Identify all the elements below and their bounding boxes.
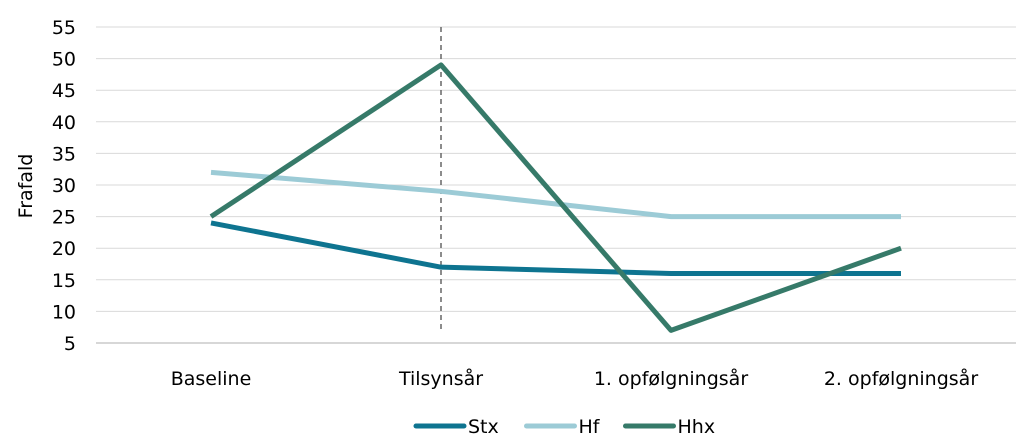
legend-label-stx: Stx	[468, 416, 499, 436]
y-tick-label: 5	[64, 333, 76, 355]
y-tick-label: 25	[52, 207, 76, 229]
y-tick-label: 50	[52, 49, 76, 71]
x-tick-label: Baseline	[171, 368, 252, 390]
y-tick-label: 30	[52, 175, 76, 197]
series-line-hhx	[209, 62, 902, 333]
y-axis-title: Frafald	[15, 154, 37, 219]
y-tick-label: 40	[52, 112, 76, 134]
series-line-stx	[210, 220, 901, 276]
series-line-hf	[210, 169, 901, 220]
x-tick-labels: Baseline Tilsynsår 1. opfølgningsår 2. opfø…	[171, 367, 979, 390]
legend: Stx Hf Hhx	[413, 416, 716, 436]
y-tick-label: 45	[52, 80, 76, 102]
y-tick-label: 10	[52, 301, 76, 323]
y-tick-label: 15	[52, 270, 76, 292]
gridlines	[96, 26, 1016, 312]
y-tick-label: 55	[52, 17, 76, 39]
x-tick-label: Tilsynsår	[398, 367, 483, 390]
y-tick-labels: 5 10 15 20 25 30 35 40 45 50 55	[52, 17, 76, 355]
x-tick-label: 1. opfølgningsår	[594, 367, 748, 390]
series-lines	[209, 62, 902, 333]
y-tick-label: 35	[52, 143, 76, 165]
y-tick-label: 20	[52, 238, 76, 260]
legend-label-hhx: Hhx	[678, 416, 716, 436]
legend-label-hf: Hf	[579, 416, 601, 436]
x-tick-label: 2. opfølgningsår	[824, 367, 978, 390]
